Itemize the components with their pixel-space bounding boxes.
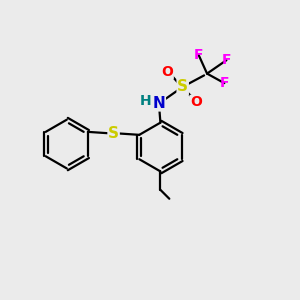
Text: S: S — [108, 126, 119, 141]
Text: F: F — [222, 53, 231, 67]
Text: O: O — [161, 64, 173, 79]
Text: O: O — [190, 95, 202, 110]
Text: H: H — [140, 94, 152, 108]
Text: S: S — [177, 80, 188, 94]
Text: F: F — [194, 48, 203, 62]
Text: N: N — [152, 96, 165, 111]
Text: F: F — [220, 76, 229, 90]
